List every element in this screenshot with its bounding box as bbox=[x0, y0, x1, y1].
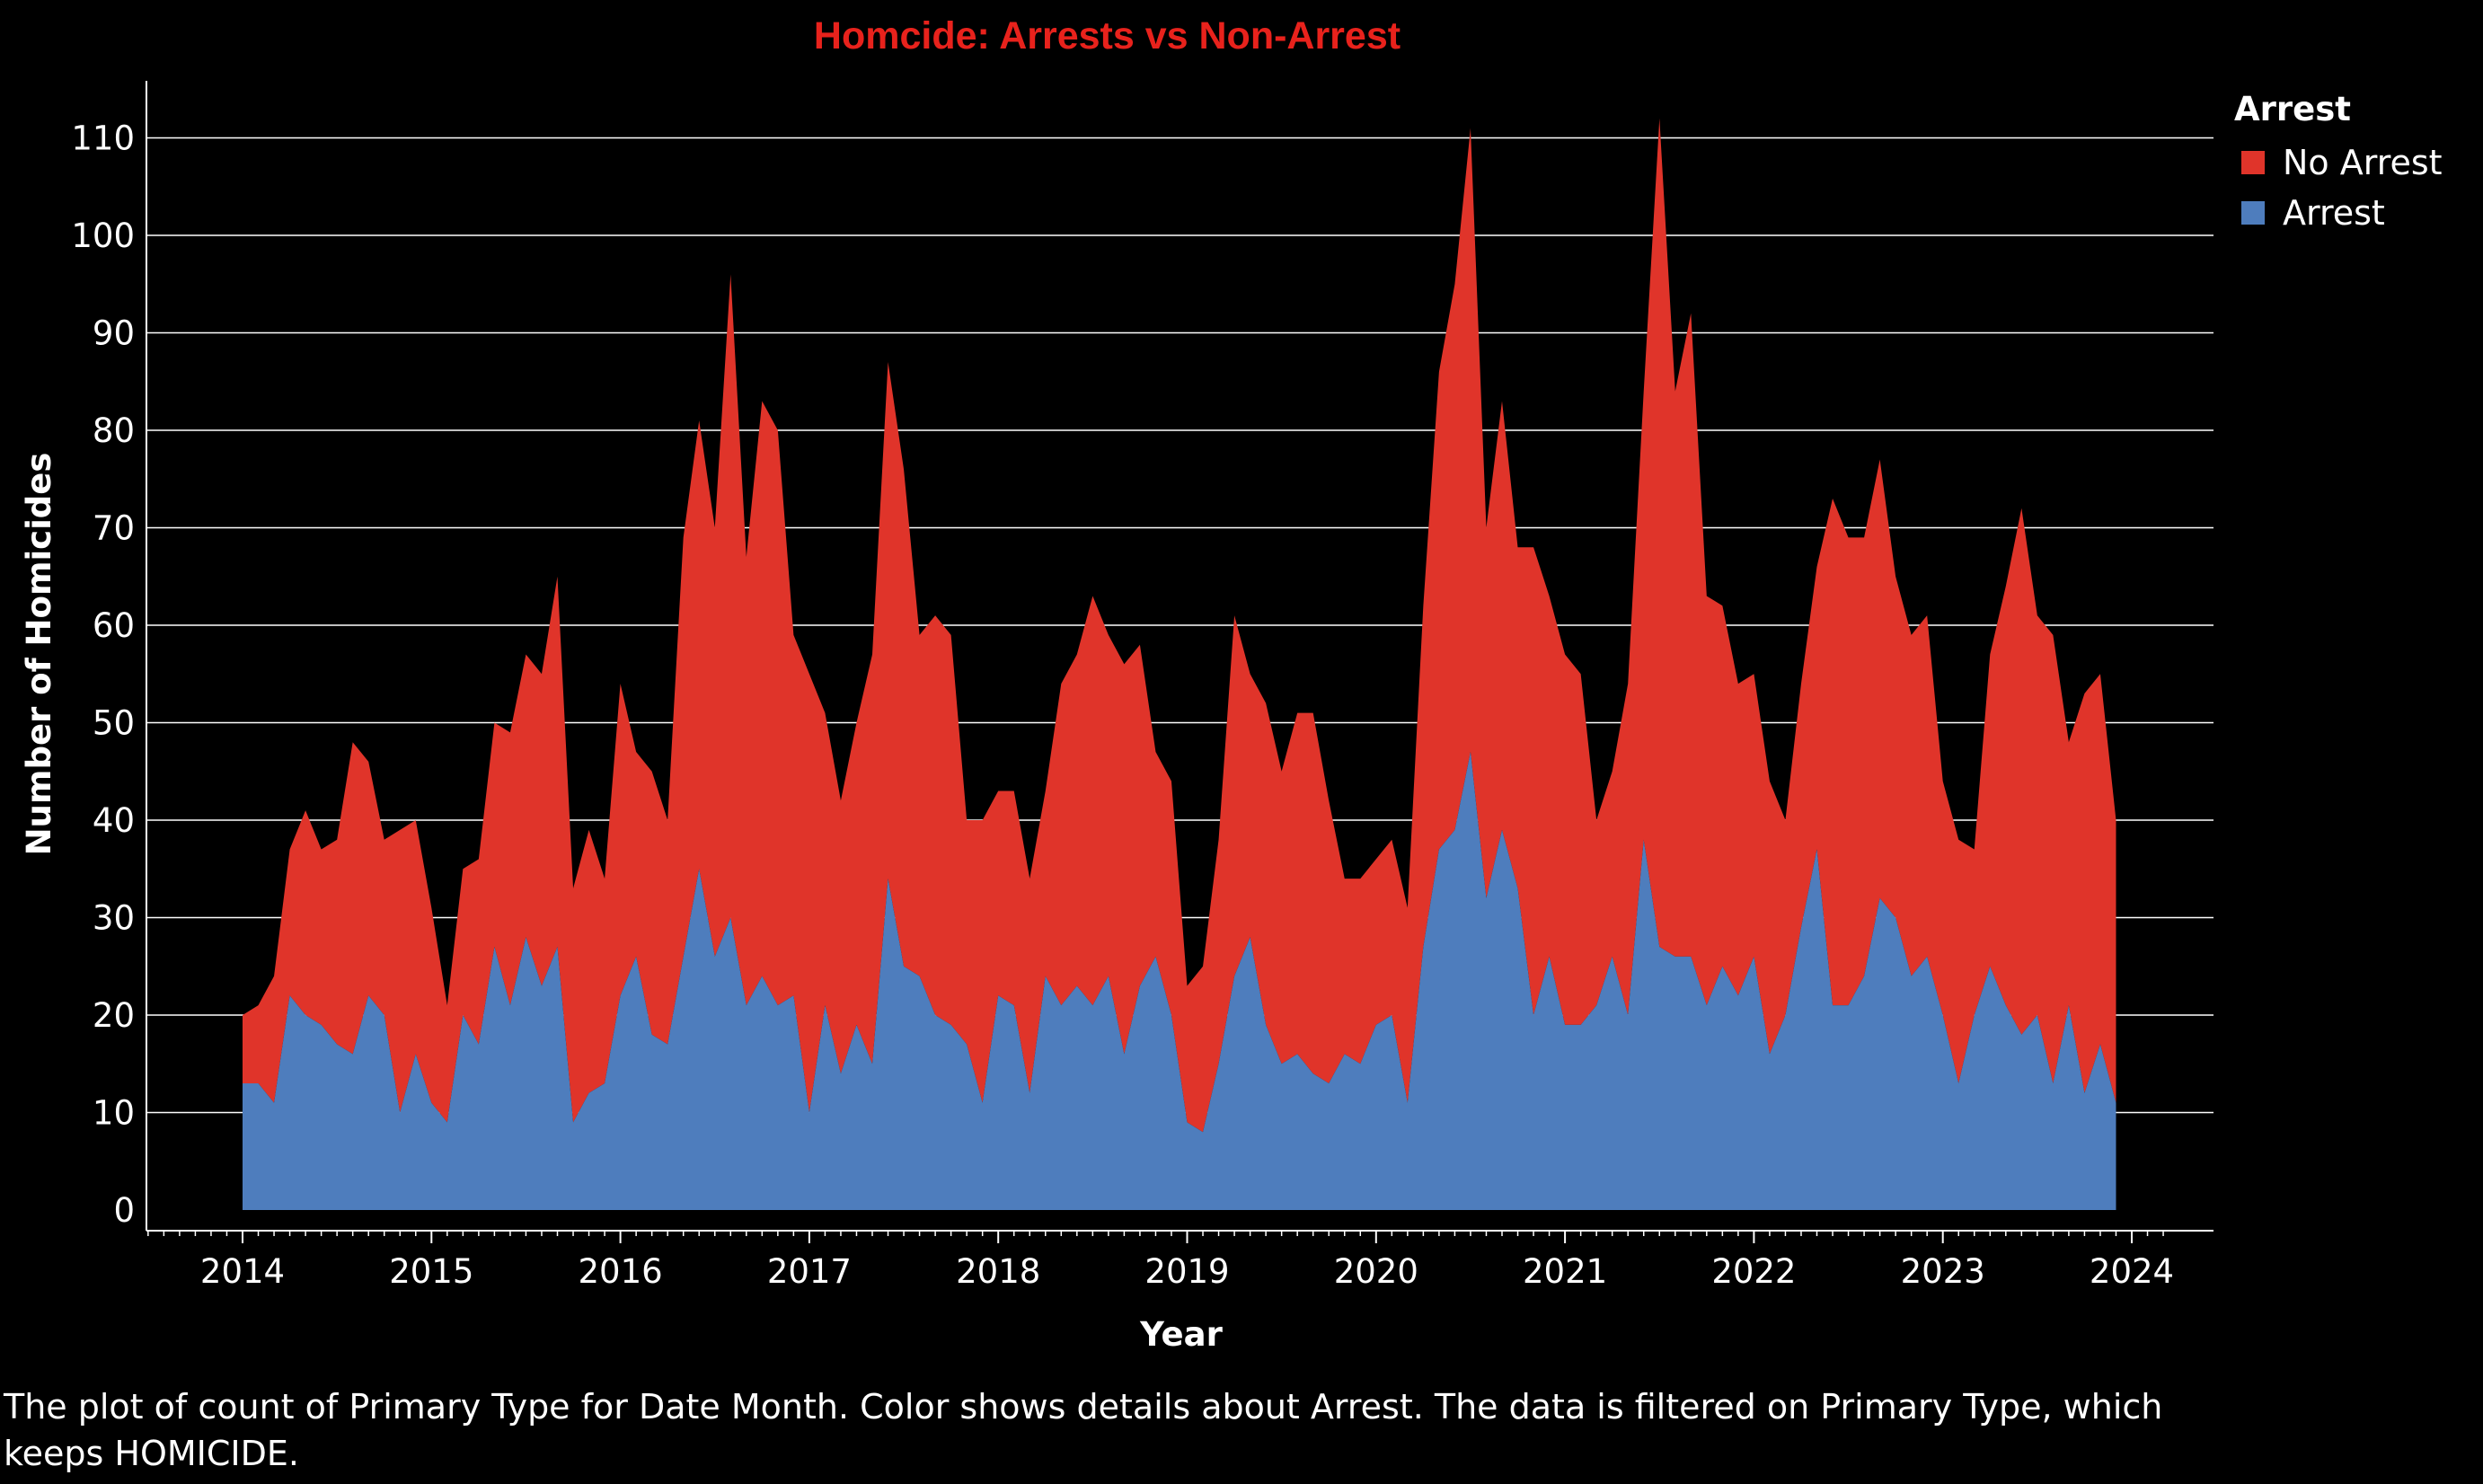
chart-title: Homcide: Arrests vs Non-Arrest bbox=[813, 14, 1401, 57]
x-tick-label: 2024 bbox=[2090, 1252, 2174, 1291]
y-tick-label: 30 bbox=[93, 899, 135, 938]
x-tick-label: 2021 bbox=[1523, 1252, 1607, 1291]
y-tick-label: 10 bbox=[93, 1094, 135, 1133]
x-tick-label: 2019 bbox=[1144, 1252, 1229, 1291]
legend: Arrest No Arrest Arrest bbox=[2234, 90, 2477, 238]
y-tick-label: 100 bbox=[71, 216, 135, 255]
legend-swatch bbox=[2241, 201, 2265, 225]
y-tick-label: 20 bbox=[93, 996, 135, 1035]
legend-title: Arrest bbox=[2234, 90, 2351, 128]
x-tick-label: 2015 bbox=[389, 1252, 473, 1291]
x-tick-label: 2022 bbox=[1711, 1252, 1796, 1291]
y-axis-title: Number of Homicides bbox=[20, 453, 58, 856]
y-tick-label: 90 bbox=[93, 314, 135, 353]
x-tick-label: 2020 bbox=[1334, 1252, 1418, 1291]
y-tick-label: 70 bbox=[93, 509, 135, 548]
area-no-arrest bbox=[243, 118, 2116, 1133]
legend-label: Arrest bbox=[2283, 193, 2385, 233]
legend-swatch bbox=[2241, 151, 2265, 174]
axes bbox=[146, 81, 2213, 1243]
y-tick-label: 0 bbox=[113, 1191, 135, 1230]
y-tick-label: 60 bbox=[93, 606, 135, 645]
x-axis-title: Year bbox=[1139, 1315, 1223, 1354]
y-tick-label: 110 bbox=[71, 119, 135, 158]
legend-label: No Arrest bbox=[2283, 143, 2443, 182]
legend-items: No Arrest Arrest bbox=[2234, 137, 2477, 238]
y-tick-label: 50 bbox=[93, 704, 135, 743]
x-tick-label: 2017 bbox=[767, 1252, 852, 1291]
legend-item-arrest[interactable]: Arrest bbox=[2234, 188, 2477, 238]
area-arrest bbox=[243, 752, 2116, 1210]
x-tick-label: 2016 bbox=[579, 1252, 663, 1291]
x-tick-label: 2018 bbox=[956, 1252, 1040, 1291]
axis-labels: 0 10 20 30 40 50 60 70 80 90 100 110 2014 2015 2016 201… bbox=[20, 119, 2174, 1355]
area-series bbox=[243, 118, 2116, 1210]
legend-item-no-arrest[interactable]: No Arrest bbox=[2234, 137, 2477, 188]
x-tick-label: 2014 bbox=[200, 1252, 285, 1291]
chart-caption: The plot of count of Primary Type for Da… bbox=[4, 1387, 2163, 1473]
x-tick-label: 2023 bbox=[1901, 1252, 1985, 1291]
y-tick-label: 40 bbox=[93, 801, 135, 840]
y-tick-label: 80 bbox=[93, 411, 135, 450]
